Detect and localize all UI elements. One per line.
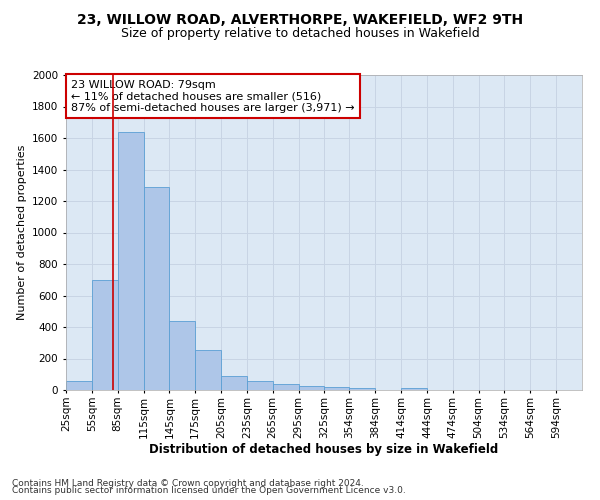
Bar xyxy=(221,376,247,390)
Bar xyxy=(92,280,118,390)
Bar xyxy=(195,350,221,390)
Text: 23 WILLOW ROAD: 79sqm
← 11% of detached houses are smaller (516)
87% of semi-det: 23 WILLOW ROAD: 79sqm ← 11% of detached … xyxy=(71,80,355,113)
Bar xyxy=(247,382,273,390)
Bar xyxy=(299,386,325,390)
Bar xyxy=(401,388,427,390)
Bar xyxy=(143,187,169,390)
Text: Contains public sector information licensed under the Open Government Licence v3: Contains public sector information licen… xyxy=(12,486,406,495)
X-axis label: Distribution of detached houses by size in Wakefield: Distribution of detached houses by size … xyxy=(149,443,499,456)
Bar xyxy=(66,380,92,390)
Y-axis label: Number of detached properties: Number of detached properties xyxy=(17,145,26,320)
Bar xyxy=(325,387,349,390)
Bar xyxy=(118,132,143,390)
Text: 23, WILLOW ROAD, ALVERTHORPE, WAKEFIELD, WF2 9TH: 23, WILLOW ROAD, ALVERTHORPE, WAKEFIELD,… xyxy=(77,12,523,26)
Bar xyxy=(273,384,299,390)
Bar xyxy=(349,388,375,390)
Text: Contains HM Land Registry data © Crown copyright and database right 2024.: Contains HM Land Registry data © Crown c… xyxy=(12,478,364,488)
Bar xyxy=(169,320,195,390)
Text: Size of property relative to detached houses in Wakefield: Size of property relative to detached ho… xyxy=(121,28,479,40)
